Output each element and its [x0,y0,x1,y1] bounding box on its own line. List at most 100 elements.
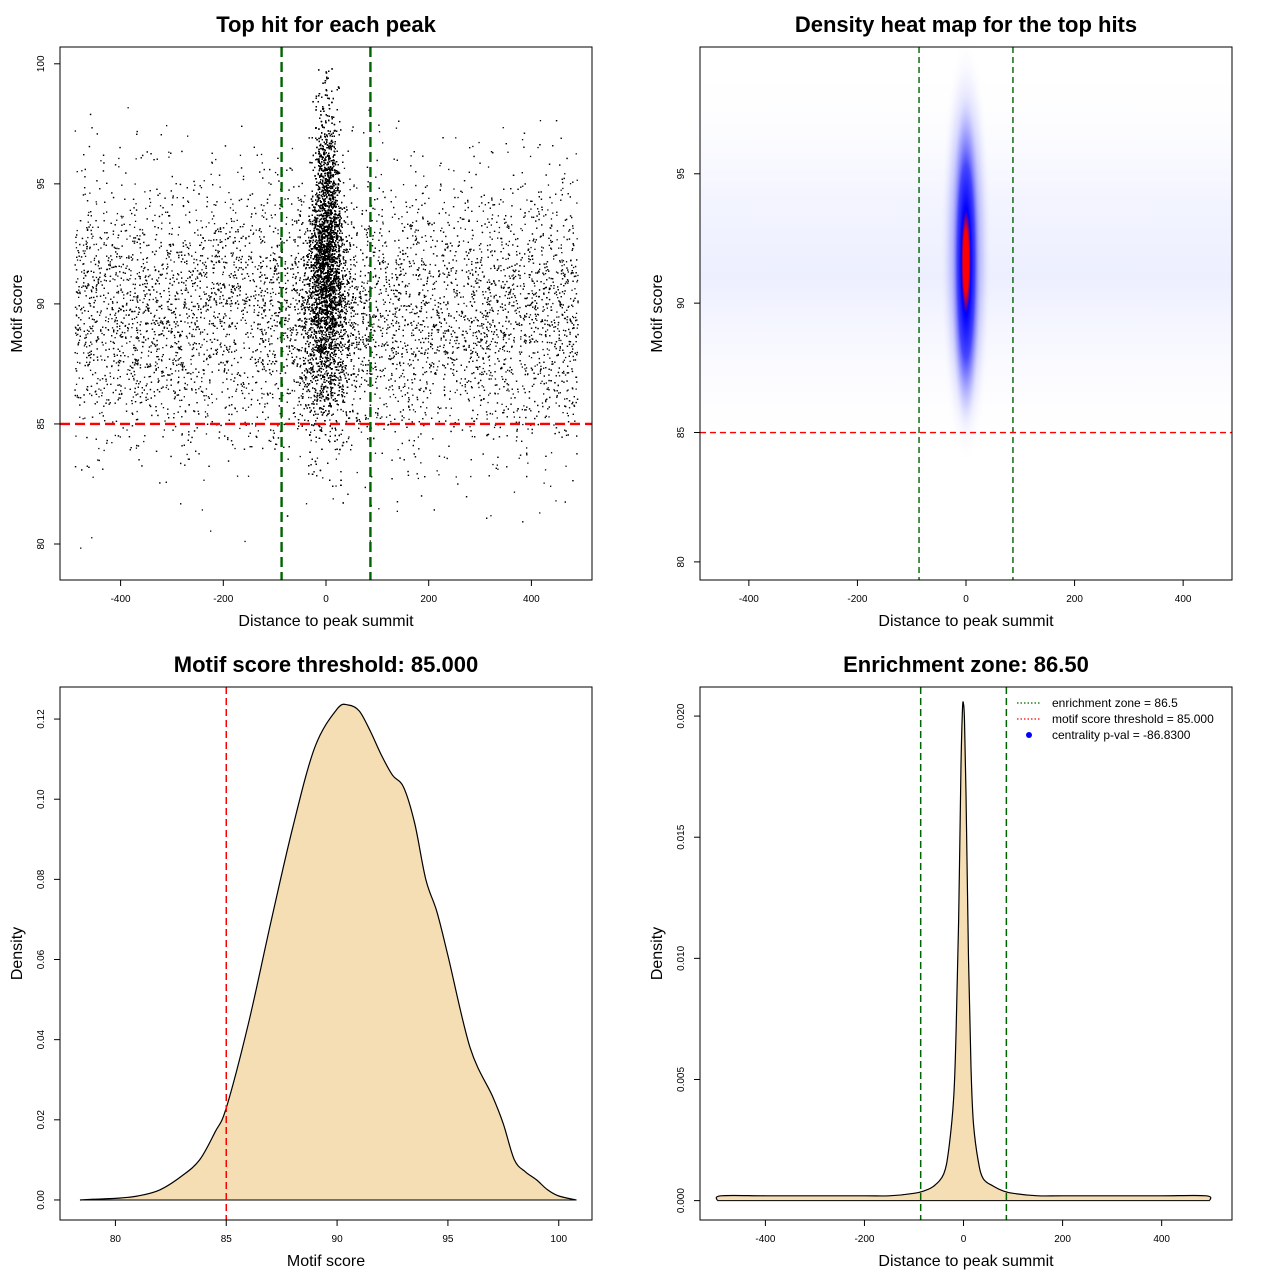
scatter-point [76,361,79,363]
scatter-point [255,361,257,364]
scatter-point [545,382,547,384]
scatter-point [353,310,355,312]
scatter-point [127,369,129,371]
scatter-point [142,301,144,304]
scatter-point [80,547,82,549]
scatter-point [297,404,299,406]
scatter-point [494,282,496,284]
scatter-point [386,406,388,408]
scatter-point [226,299,228,301]
scatter-point [76,328,78,330]
scatter-point [425,361,428,363]
scatter-point [136,337,138,339]
scatter-point [360,383,362,385]
scatter-point [308,329,310,332]
scatter-point [573,317,575,319]
scatter-point [271,343,273,345]
scatter-point [354,273,356,275]
scatter-point [455,476,457,478]
scatter-point [522,185,524,187]
scatter-point [453,188,455,190]
scatter-point [371,336,373,339]
scatter-point [172,244,175,246]
scatter-point [380,173,382,176]
scatter-point [312,327,314,329]
scatter-point [87,333,89,335]
scatter-point [549,341,551,344]
scatter-point [146,322,148,324]
scatter-point [127,279,130,281]
scatter-point [304,327,307,329]
scatter-point [139,235,141,237]
scatter-point [233,264,235,266]
scatter-point [120,266,122,268]
scatter-point [230,379,232,381]
scatter-point [516,303,518,305]
scatter-point [245,322,247,324]
scatter-point [270,254,272,256]
scatter-point [305,231,307,233]
scatter-point [403,274,405,276]
scatter-point [498,265,500,267]
scatter-point [397,255,399,257]
scatter-point [75,383,78,385]
scatter-point [540,382,542,384]
scatter-point [128,255,130,257]
scatter-point [506,317,508,319]
scatter-point [299,312,301,314]
scatter-point [446,308,448,310]
scatter-point [515,312,518,314]
scatter-point [161,321,164,323]
scatter-point [302,326,304,328]
scatter-point [258,276,261,278]
scatter-point [382,299,384,301]
scatter-point [275,315,277,317]
scatter-point [141,341,143,343]
scatter-point [193,282,195,285]
scatter-point [567,389,569,391]
scatter-point [484,204,486,206]
scatter-point [290,167,292,170]
scatter-point [248,435,250,437]
scatter-point [196,348,198,351]
scatter-point [402,184,405,186]
scatter-point [507,369,509,371]
scatter-point [132,258,134,260]
scatter-point [342,365,344,368]
scatter-point [144,366,146,368]
scatter-point [136,336,138,338]
scatter-point [426,383,428,385]
scatter-point [383,317,386,319]
scatter-point [127,330,129,332]
scatter-point [129,341,131,343]
scatter-point [423,263,425,265]
scatter-point [210,173,212,175]
scatter-point [412,274,414,276]
scatter-point [171,270,173,272]
scatter-point [364,289,366,291]
scatter-point [465,305,468,307]
scatter-point [561,252,563,254]
scatter-point [244,421,246,423]
scatter-point [471,305,473,307]
scatter-point [399,364,402,367]
scatter-point [364,302,366,304]
scatter-point [505,358,507,360]
scatter-point [497,237,499,239]
scatter-point [336,224,338,226]
scatter-point [490,267,492,270]
scatter-point [562,329,565,331]
scatter-point [247,296,249,298]
scatter-point [134,240,136,242]
scatter-point [182,205,185,208]
scatter-point [461,191,463,193]
scatter-point [456,389,458,391]
scatter-point [139,329,141,332]
scatter-point [253,309,256,311]
scatter-point [122,215,124,218]
scatter-point [299,376,301,378]
scatter-point [533,383,535,385]
scatter-point [344,343,346,345]
scatter-point [522,317,525,320]
scatter-point [344,375,346,377]
